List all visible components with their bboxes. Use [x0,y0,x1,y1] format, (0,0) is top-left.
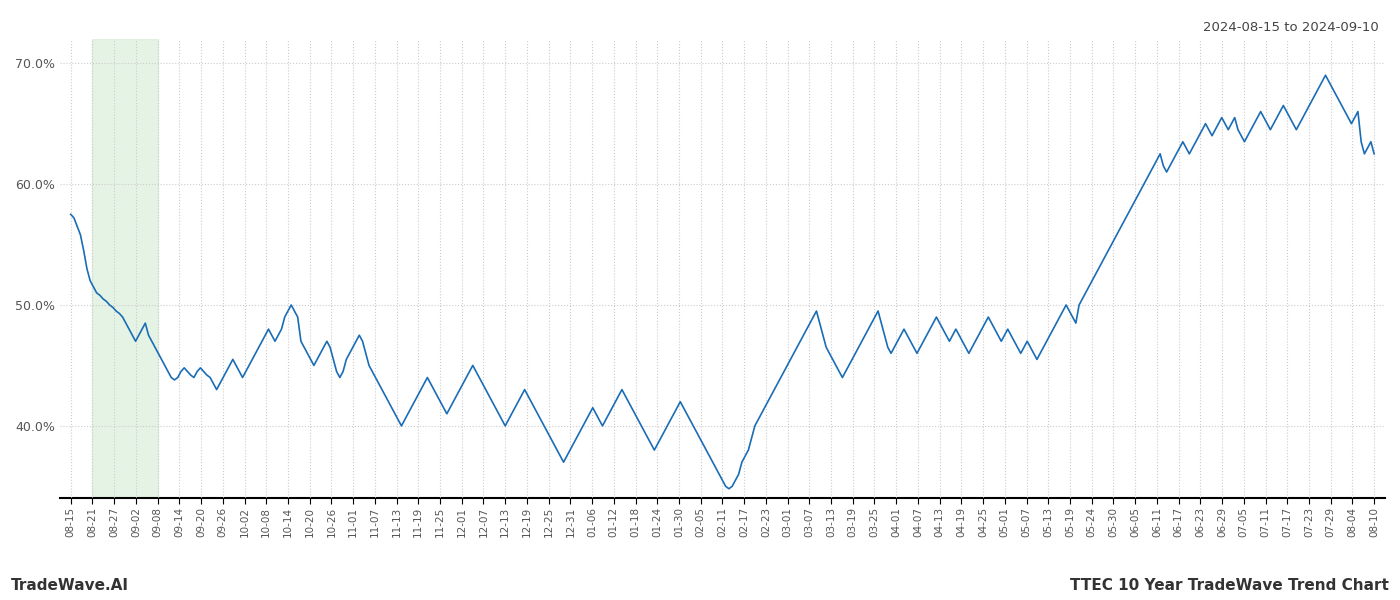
Text: 2024-08-15 to 2024-09-10: 2024-08-15 to 2024-09-10 [1203,21,1379,34]
Bar [92,39,158,499]
Text: TradeWave.AI: TradeWave.AI [11,578,129,593]
Text: TTEC 10 Year TradeWave Trend Chart: TTEC 10 Year TradeWave Trend Chart [1070,578,1389,593]
